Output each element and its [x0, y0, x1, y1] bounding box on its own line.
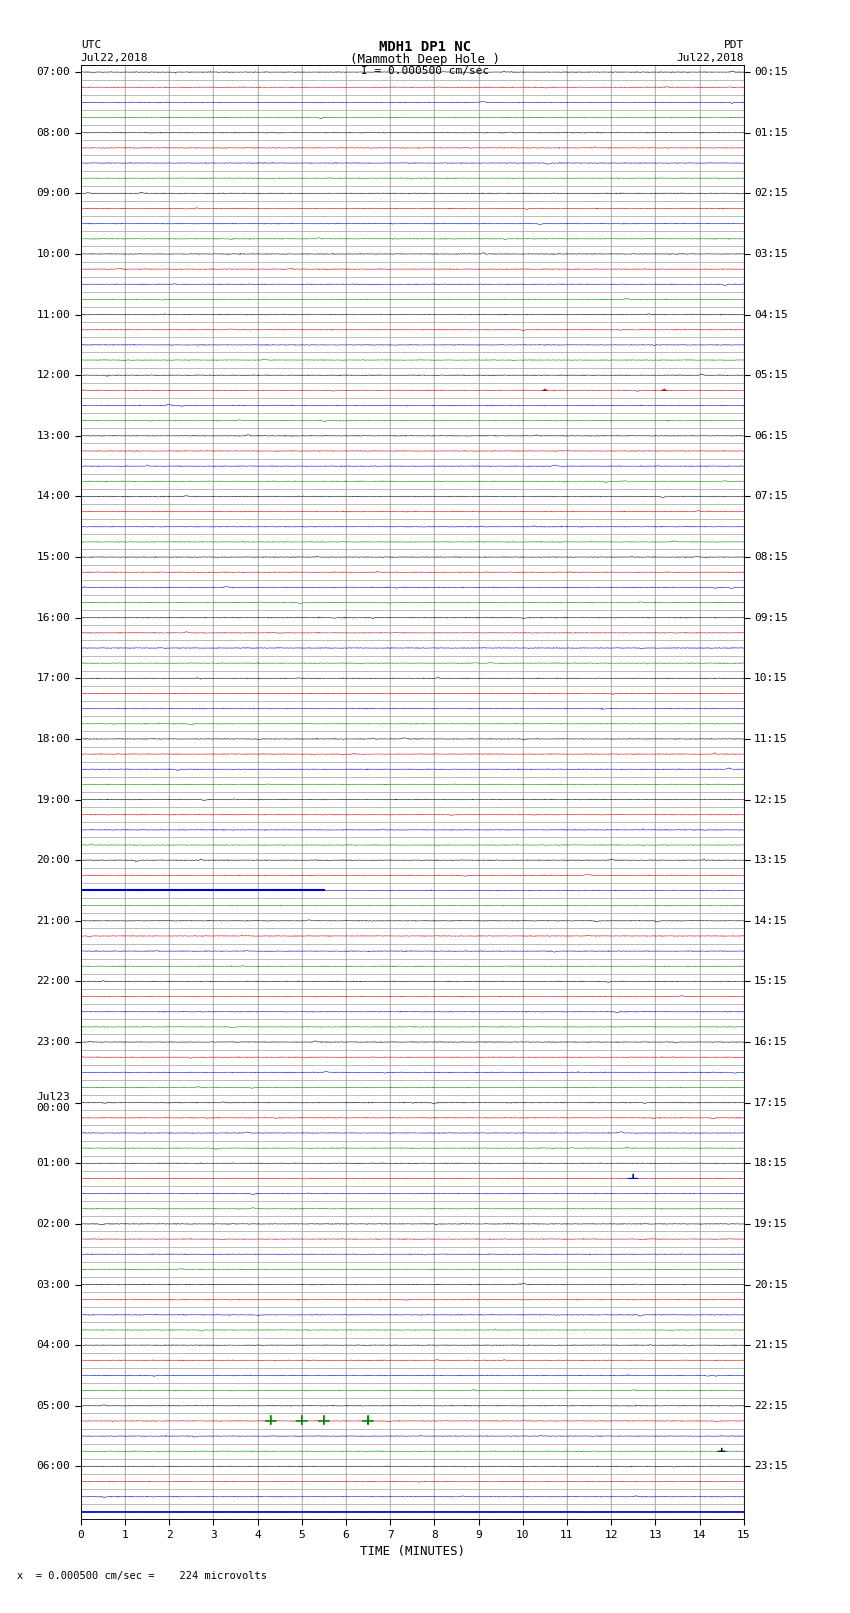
Text: PDT: PDT [723, 40, 744, 50]
Text: Jul22,2018: Jul22,2018 [677, 53, 744, 63]
X-axis label: TIME (MINUTES): TIME (MINUTES) [360, 1545, 465, 1558]
Text: x  = 0.000500 cm/sec =    224 microvolts: x = 0.000500 cm/sec = 224 microvolts [17, 1571, 267, 1581]
Text: MDH1 DP1 NC: MDH1 DP1 NC [379, 40, 471, 55]
Text: Jul22,2018: Jul22,2018 [81, 53, 148, 63]
Text: UTC: UTC [81, 40, 101, 50]
Text: I = 0.000500 cm/sec: I = 0.000500 cm/sec [361, 66, 489, 76]
Text: (Mammoth Deep Hole ): (Mammoth Deep Hole ) [350, 53, 500, 66]
